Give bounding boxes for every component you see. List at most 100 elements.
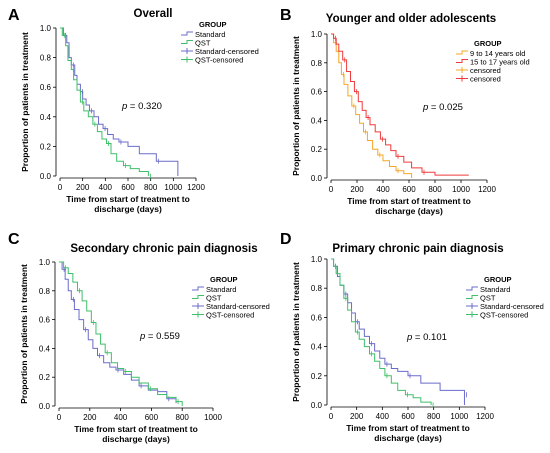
legend-swatch	[466, 286, 478, 291]
x-tick-label: 0	[329, 185, 334, 194]
legend-entry: Standard	[206, 285, 236, 294]
x-tick-label: 800	[428, 185, 442, 194]
chart-title: Younger and older adolescents	[326, 13, 496, 25]
panel-letter-d: D	[280, 231, 292, 248]
legend-swatch	[181, 40, 193, 44]
y-axis-label: Proportion of patients in treatment	[291, 262, 301, 402]
x-axis-label: discharge (days)	[94, 204, 162, 214]
legend-entry: Standard-censored	[195, 47, 259, 56]
p-value: = 0.320	[127, 101, 162, 112]
x-axis-label: discharge (days)	[374, 433, 442, 443]
y-tick-label: 0.6	[311, 88, 323, 97]
y-tick-label: 0.0	[39, 402, 51, 411]
p-symbol: p	[121, 101, 127, 112]
x-tick-label: 1200	[478, 185, 496, 194]
legend-swatch	[192, 295, 204, 299]
x-tick-label: 200	[83, 413, 97, 422]
y-tick-label: 0.8	[40, 54, 52, 63]
y-tick-label: 0.8	[311, 284, 323, 293]
legend-entry: Standard	[195, 30, 225, 39]
panel-letter-a: A	[8, 7, 20, 24]
p-symbol: p	[422, 102, 428, 113]
x-axis-label: discharge (days)	[375, 206, 443, 216]
x-tick-label: 400	[114, 413, 128, 422]
y-tick-label: 0.2	[311, 145, 323, 154]
y-axis-label: Proportion of patients in treatment	[19, 264, 29, 404]
panel-letter-c: C	[8, 231, 20, 248]
x-tick-label: 600	[145, 413, 159, 422]
x-axis-label: Time from start of treatment to	[74, 424, 198, 434]
x-axis-label: Time from start of treatment to	[66, 194, 190, 204]
legend-title: GROUP	[474, 39, 502, 48]
x-tick-label: 400	[99, 183, 113, 192]
x-tick-label: 0	[329, 412, 334, 421]
panel-letter-b: B	[280, 7, 292, 24]
x-tick-label: 1000	[452, 185, 470, 194]
legend-entry: Standard	[480, 285, 510, 294]
legend-entry: QST	[206, 294, 222, 303]
legend-entry: Standard-censored	[480, 302, 544, 311]
y-tick-label: 1.0	[39, 258, 51, 267]
y-tick-label: 0.2	[311, 372, 323, 381]
chart-title: Overall	[134, 8, 173, 20]
series-line-qst	[59, 261, 183, 406]
x-tick-label: 400	[376, 185, 390, 194]
x-tick-label: 0	[57, 413, 62, 422]
x-tick-label: 1200	[187, 183, 205, 192]
series-line-qst	[331, 258, 432, 405]
x-axis-label: Time from start of treatment to	[347, 196, 471, 206]
y-tick-label: 0.2	[40, 142, 52, 151]
x-tick-label: 200	[350, 185, 364, 194]
p-value-text: p = 0.101	[406, 332, 447, 343]
legend-entry: Standard-censored	[206, 302, 270, 311]
p-value: = 0.559	[145, 331, 180, 342]
x-tick-label: 400	[376, 412, 390, 421]
legend-entry: QST	[195, 39, 211, 48]
y-tick-label: 1.0	[40, 24, 52, 33]
x-tick-label: 800	[176, 413, 190, 422]
y-tick-label: 0.2	[39, 373, 51, 382]
x-axis-label: Time from start of treatment to	[346, 423, 470, 433]
y-tick-label: 0.0	[40, 172, 52, 181]
p-symbol: p	[139, 331, 145, 342]
p-value-text: p = 0.025	[422, 102, 463, 113]
y-tick-label: 0.6	[40, 83, 52, 92]
y-tick-label: 0.0	[311, 401, 323, 410]
chart-title: Secondary chronic pain diagnosis	[70, 243, 257, 255]
legend-entry: censored	[470, 75, 501, 84]
y-tick-label: 0.4	[311, 343, 323, 352]
legend-title: GROUP	[484, 275, 512, 284]
y-tick-label: 0.0	[311, 174, 323, 183]
x-tick-label: 1000	[450, 412, 468, 421]
legend-title: GROUP	[210, 275, 238, 284]
legend-swatch	[466, 295, 478, 299]
legend-entry: QST	[480, 294, 496, 303]
p-value: = 0.101	[412, 332, 447, 343]
p-value-text: p = 0.320	[121, 101, 162, 112]
legend-title: GROUP	[199, 20, 227, 29]
y-tick-label: 0.4	[39, 344, 51, 353]
x-tick-label: 0	[58, 183, 63, 192]
y-tick-label: 1.0	[311, 30, 323, 39]
legend-swatch	[192, 286, 204, 291]
y-tick-label: 0.8	[311, 59, 323, 68]
x-tick-label: 600	[402, 185, 416, 194]
y-tick-label: 0.6	[311, 313, 323, 322]
x-tick-label: 200	[76, 183, 90, 192]
legend-entry: censored	[470, 66, 501, 75]
y-tick-label: 0.4	[40, 113, 52, 122]
x-tick-label: 600	[121, 183, 135, 192]
legend-entry: 15 to 17 years old	[470, 58, 530, 67]
x-tick-label: 800	[144, 183, 158, 192]
legend-entry: 9 to 14 years old	[470, 49, 525, 58]
legend-swatch	[181, 31, 193, 36]
series-line-qst	[60, 27, 149, 176]
legend-swatch	[456, 50, 468, 55]
y-axis-label: Proportion of patients in treatment	[20, 32, 30, 172]
legend-entry: QST-censored	[206, 311, 254, 320]
y-tick-label: 0.6	[39, 316, 51, 325]
x-tick-label: 1000	[164, 183, 182, 192]
p-value: = 0.025	[428, 102, 463, 113]
x-tick-label: 200	[350, 412, 364, 421]
